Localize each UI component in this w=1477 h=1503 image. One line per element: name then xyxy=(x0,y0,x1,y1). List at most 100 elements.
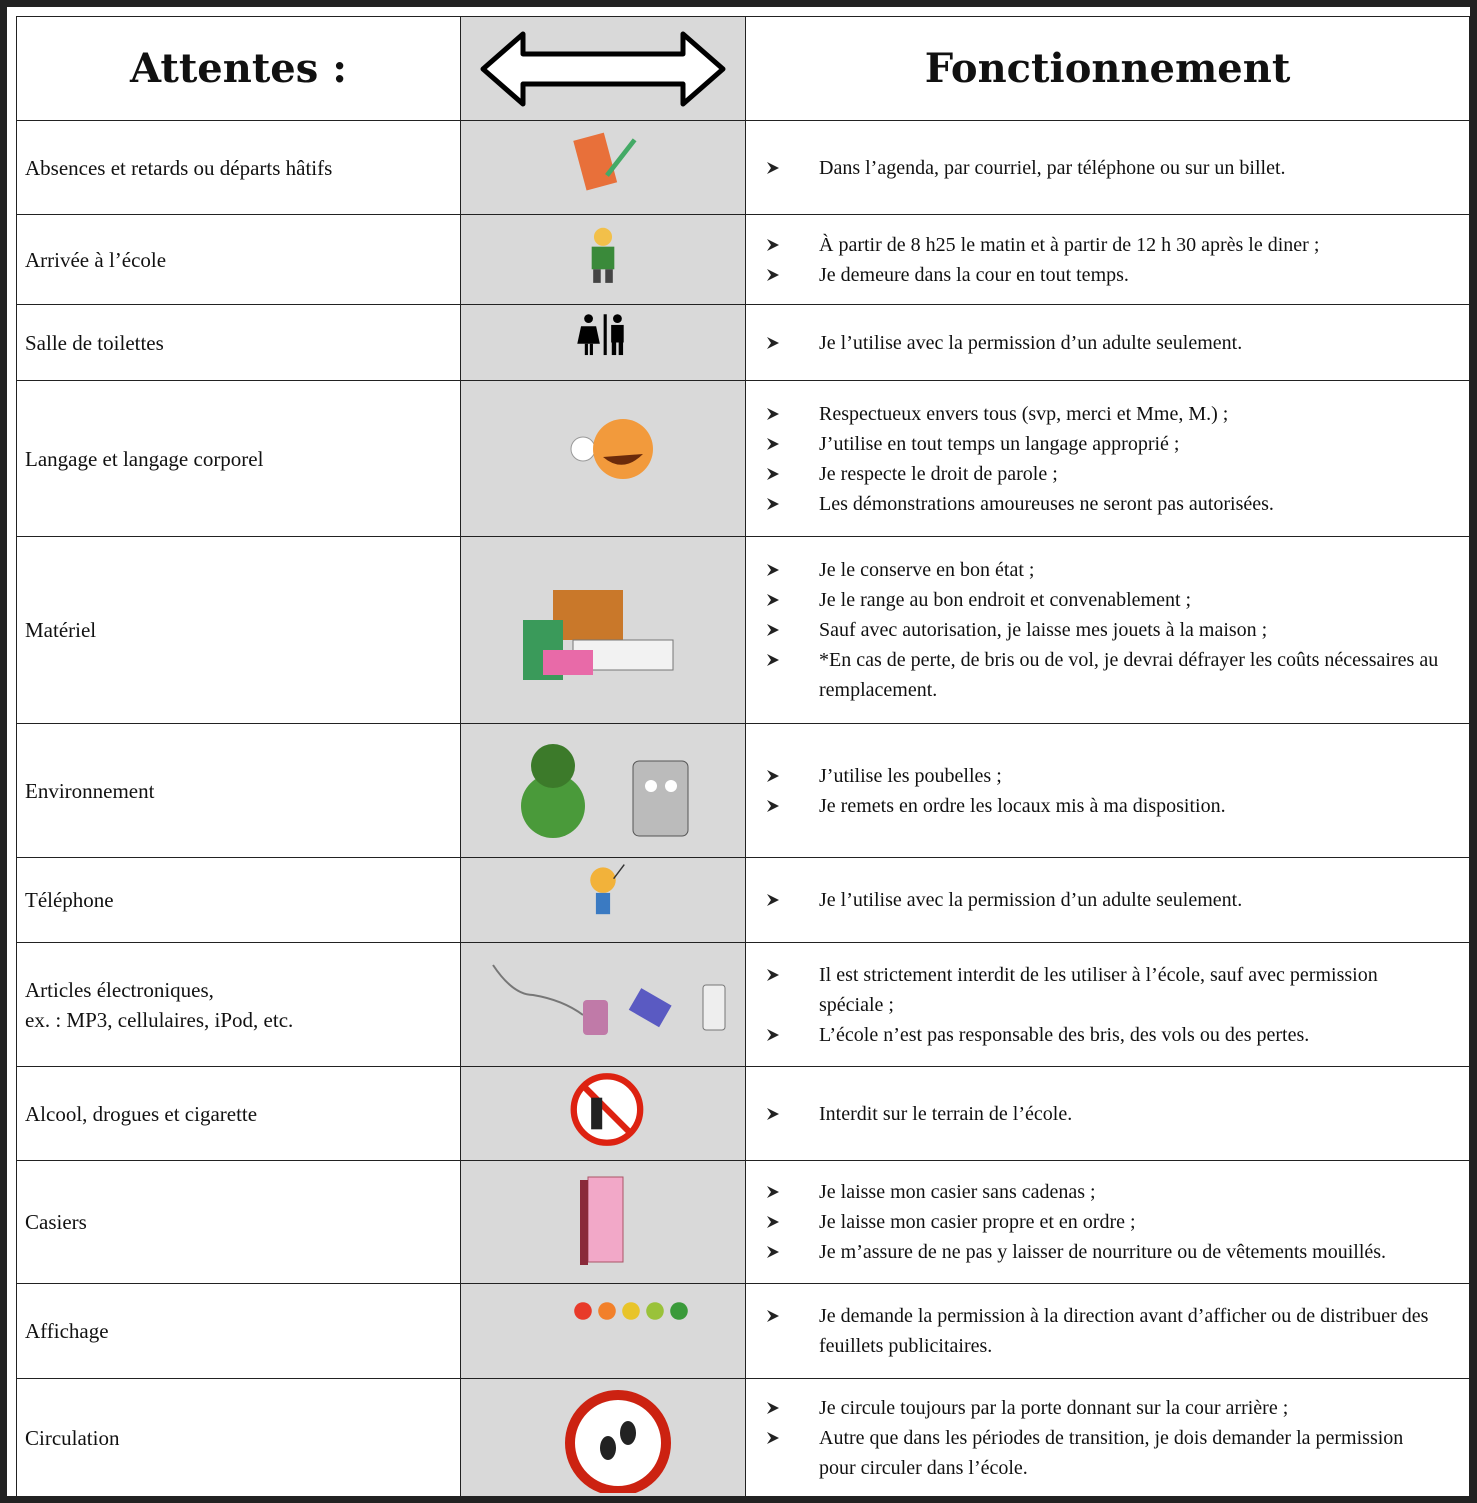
icon-cell xyxy=(460,1283,746,1379)
rule-list: Dans l’agenda, par courriel, par télépho… xyxy=(746,153,1316,183)
rule-item: Autre que dans les périodes de transitio… xyxy=(746,1423,1439,1483)
bullet xyxy=(767,1432,779,1444)
header-left-cell: Attentes : xyxy=(16,16,461,121)
rule-cell: Dans l’agenda, par courriel, par télépho… xyxy=(745,120,1470,215)
bullet xyxy=(767,467,779,480)
bullet xyxy=(767,1107,779,1120)
row-label: Arrivée à l’école xyxy=(25,245,166,275)
row-label-cell: Arrivée à l’école xyxy=(16,214,461,305)
rule-text: Je laisse mon casier sans cadenas ; xyxy=(819,1181,1096,1203)
rule-text: Je m’assure de ne pas y laisser de nourr… xyxy=(819,1241,1387,1263)
bullet xyxy=(767,1186,779,1198)
rule-text: Les démonstrations amoureuses ne seront … xyxy=(819,492,1274,515)
bullet xyxy=(767,268,779,281)
icon-cell xyxy=(460,1378,746,1496)
row-label-cell: Matériel xyxy=(16,536,461,724)
icon xyxy=(492,963,726,1035)
rule-list: Respectueux envers tous (svp, merci et M… xyxy=(746,399,1304,519)
bullet xyxy=(767,968,779,981)
rule-text: Respectueux envers tous (svp, merci et M… xyxy=(819,402,1229,425)
rule-cell: Respectueux envers tous (svp, merci et M… xyxy=(745,380,1470,537)
header-right-cell: Fonctionnement xyxy=(745,16,1470,121)
rule-list: À partir de 8 h25 le matin et à partir d… xyxy=(746,230,1349,290)
rule-cell: Il est strictement interdit de les utili… xyxy=(745,942,1470,1067)
rule-item: À partir de 8 h25 le matin et à partir d… xyxy=(746,230,1319,260)
rule-item: Interdit sur le terrain de l’école. xyxy=(746,1099,1072,1129)
rule-item: Je l’utilise avec la permission d’un adu… xyxy=(746,328,1242,358)
icon-cell xyxy=(460,536,746,724)
row-label: Langage et langage corporel xyxy=(25,444,263,474)
rule-text: Je le conserve en bon état ; xyxy=(819,559,1035,581)
rule-list: Je laisse mon casier sans cadenas ; Je la… xyxy=(746,1177,1416,1267)
rule-text: Interdit sur le terrain de l’école. xyxy=(819,1102,1073,1125)
rule-text: L’école n’est pas responsable des bris, … xyxy=(819,1023,1310,1046)
rule-item: Je demeure dans la cour en tout temps. xyxy=(746,260,1319,290)
row-label-cell: Casiers xyxy=(16,1160,461,1284)
icon-cell xyxy=(460,857,746,943)
bullet xyxy=(767,497,779,510)
row-label-cell: Articles électroniques, ex. : MP3, cellul… xyxy=(16,942,461,1067)
bullet xyxy=(767,1028,779,1041)
bullet xyxy=(767,407,779,420)
icon xyxy=(521,743,689,838)
bullet xyxy=(767,624,779,636)
row-label: Salle de toilettes xyxy=(25,328,164,358)
row-label: Environnement xyxy=(25,776,154,806)
rule-text: Je demande la permission à la direction … xyxy=(819,1305,1429,1357)
rule-text: Il est strictement interdit de les utili… xyxy=(819,963,1378,1016)
rule-item: Je le range au bon endroit et convenable… xyxy=(746,585,1439,615)
icon xyxy=(565,1390,671,1493)
icon xyxy=(580,1176,624,1265)
row-label: Téléphone xyxy=(25,885,114,915)
rule-list: Il est strictement interdit de les utili… xyxy=(746,960,1469,1050)
icon-cell xyxy=(460,380,746,537)
row-label-line: ex. : MP3, cellulaires, iPod, etc. xyxy=(25,1007,294,1032)
rule-item: Les démonstrations amoureuses ne seront … xyxy=(746,489,1274,519)
rule-list: Je demande la permission à la direction … xyxy=(746,1301,1469,1361)
rule-text: Autre que dans les périodes de transitio… xyxy=(819,1427,1404,1479)
row-label-line: Absences et retards ou départs hâtifs xyxy=(25,155,333,180)
rule-text: Je le range au bon endroit et convenable… xyxy=(819,589,1192,611)
row-label-cell: Circulation xyxy=(16,1378,461,1496)
icon xyxy=(570,1073,644,1146)
rule-cell: Interdit sur le terrain de l’école. xyxy=(745,1066,1470,1161)
rule-item: Sauf avec autorisation, je laisse mes jo… xyxy=(746,615,1439,645)
icon-cell xyxy=(460,942,746,1067)
icon xyxy=(523,590,674,680)
icon-cell xyxy=(460,304,746,381)
rule-cell: Je l’utilise avec la permission d’un adu… xyxy=(745,304,1470,381)
rule-cell: Je le conserve en bon état ; Je le range … xyxy=(745,536,1470,724)
row-label-line: Matériel xyxy=(25,618,97,642)
rule-cell: Je circule toujours par la porte donnant… xyxy=(745,1378,1470,1496)
rule-item: Respectueux envers tous (svp, merci et M… xyxy=(746,399,1274,429)
rule-item: Je laisse mon casier sans cadenas ; xyxy=(746,1177,1386,1207)
row-label-cell: Téléphone xyxy=(16,857,461,943)
rule-list: Je circule toujours par la porte donnant… xyxy=(746,1393,1469,1483)
rule-item: Je remets en ordre les locaux mis à ma d… xyxy=(746,791,1226,821)
bullet xyxy=(767,564,779,576)
row-label: Absences et retards ou départs hâtifs xyxy=(25,153,332,183)
rule-text: J’utilise les poubelles ; xyxy=(819,764,1002,787)
row-label: Alcool, drogues et cigarette xyxy=(25,1099,257,1129)
bullet xyxy=(767,161,779,174)
icon xyxy=(574,1302,688,1320)
row-label-cell: Environnement xyxy=(16,723,461,858)
rule-text: Je demeure dans la cour en tout temps. xyxy=(819,263,1129,286)
rule-text: Je l’utilise avec la permission d’un adu… xyxy=(819,331,1243,354)
header-right: Fonctionnement xyxy=(924,45,1291,92)
rule-item: J’utilise en tout temps un langage appro… xyxy=(746,429,1274,459)
rule-item: J’utilise les poubelles ; xyxy=(746,761,1226,791)
rule-text: Je remets en ordre les locaux mis à ma d… xyxy=(819,794,1226,817)
rule-text: *En cas de perte, de bris ou de vol, je … xyxy=(819,649,1439,701)
row-label-line: Circulation xyxy=(25,1426,120,1450)
row-label: Circulation xyxy=(25,1423,119,1453)
rule-item: Je l’utilise avec la permission d’un adu… xyxy=(746,885,1242,915)
bullet xyxy=(767,1246,779,1258)
bullet xyxy=(767,654,779,666)
bullet xyxy=(767,894,779,906)
rule-text: Dans l’agenda, par courriel, par télépho… xyxy=(819,156,1286,179)
row-label-line: Alcool, drogues et cigarette xyxy=(25,1101,258,1126)
rule-item: Je respecte le droit de parole ; xyxy=(746,459,1274,489)
row-label-line: Articles électroniques, xyxy=(25,977,214,1002)
